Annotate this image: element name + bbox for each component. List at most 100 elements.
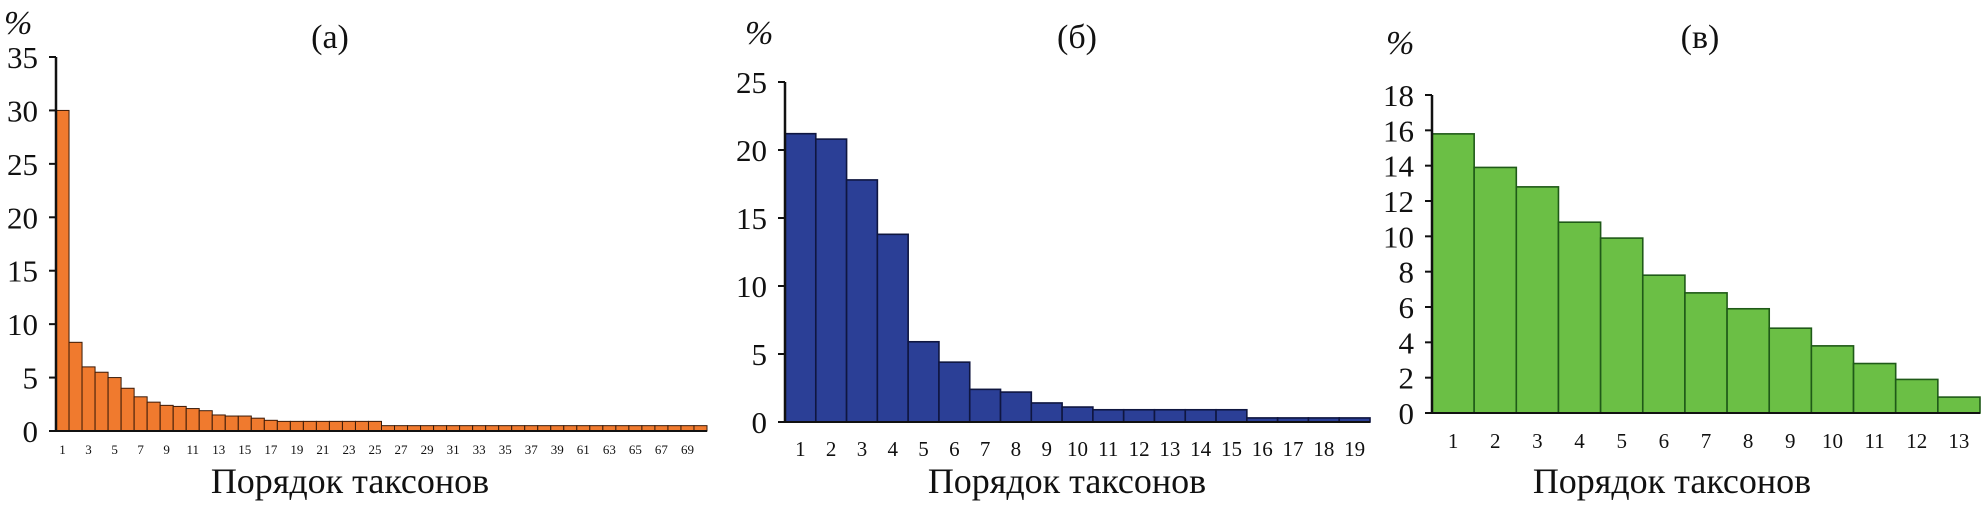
x-tick-label: 31: [447, 442, 460, 457]
y-tick-label: 15: [736, 201, 767, 236]
bar-14: [1184, 408, 1217, 423]
x-tick-label: 11: [186, 442, 199, 457]
bar-2: [814, 138, 848, 423]
y-tick-label: 8: [1399, 255, 1415, 290]
y-tick-label: 10: [7, 307, 38, 342]
x-tick-label: 39: [551, 442, 564, 457]
x-tick-label: 3: [85, 442, 92, 457]
bar-16: [250, 417, 265, 432]
y-tick-label: 2: [1399, 361, 1415, 396]
y-tick-label: 35: [7, 40, 38, 75]
y-tick-label: 30: [7, 93, 38, 128]
x-tick-label: 5: [1616, 429, 1627, 453]
bar-12: [1122, 408, 1156, 423]
x-tick-label: 19: [1344, 437, 1365, 461]
bar-21: [315, 420, 330, 432]
y-unit-label-c: %: [1386, 25, 1414, 62]
x-tick-label: 23: [342, 442, 355, 457]
y-tick-label: 20: [736, 133, 767, 168]
bar-5: [1599, 237, 1644, 414]
bar-15: [237, 415, 252, 432]
x-axis-title-b: Порядок таксонов: [928, 461, 1206, 501]
x-tick-label: 12: [1906, 429, 1927, 453]
bar-1: [55, 109, 70, 432]
x-tick-label: 12: [1129, 437, 1150, 461]
bar-12: [1894, 378, 1939, 414]
x-tick-label: 4: [888, 437, 899, 461]
bar-12: [198, 410, 213, 432]
bar-3: [845, 179, 879, 423]
x-ticks-c: 1 2 3 4 5 6 7 8 9 10 11 12 13: [1448, 429, 1970, 453]
x-tick-label: 9: [1041, 437, 1052, 461]
bar-19: [289, 420, 304, 432]
bar-1: [784, 132, 817, 423]
y-ticks-a: 0 5 10 15 20 25 30 35: [7, 40, 56, 449]
bar-2: [68, 341, 83, 432]
bar-11: [1092, 408, 1125, 423]
y-tick-label: 0: [1399, 396, 1415, 431]
y-unit-label-a: %: [4, 5, 32, 42]
x-tick-label: 1: [795, 437, 806, 461]
bar-9: [1030, 402, 1063, 423]
bar-11: [185, 408, 200, 432]
x-tick-label: 18: [1313, 437, 1334, 461]
bar-13: [1937, 396, 1981, 414]
bar-22: [328, 420, 343, 432]
bar-18: [276, 420, 291, 432]
x-tick-label: 3: [857, 437, 868, 461]
bar-10: [1061, 406, 1094, 423]
x-tick-label: 19: [290, 442, 303, 457]
y-tick-label: 15: [7, 254, 38, 289]
bar-7: [133, 396, 148, 432]
x-tick-label: 8: [1011, 437, 1022, 461]
y-tick-label: 5: [752, 337, 768, 372]
panel-label-a: (а): [311, 19, 349, 56]
bar-23: [341, 420, 356, 432]
x-axis-title-a: Порядок таксонов: [211, 461, 489, 501]
y-tick-label: 14: [1383, 149, 1415, 184]
bar-13: [1153, 408, 1187, 423]
bars-a: [55, 109, 708, 432]
x-tick-label: 67: [655, 442, 669, 457]
bar-7: [1684, 292, 1728, 414]
y-tick-label: 20: [7, 200, 38, 235]
x-tick-label: 3: [1532, 429, 1543, 453]
bar-1: [1431, 133, 1475, 414]
bars-b: [784, 132, 1371, 423]
x-ticks-b: 1 2 3 4 5 6 7 8 9 10 11 12 13 14 15 16 17 18 19: [795, 437, 1365, 461]
bar-13: [211, 414, 226, 432]
x-tick-label: 8: [1743, 429, 1754, 453]
x-tick-label: 5: [111, 442, 118, 457]
x-tick-label: 5: [918, 437, 929, 461]
bar-2: [1473, 166, 1518, 414]
x-tick-label: 6: [949, 437, 960, 461]
bar-7: [968, 388, 1002, 423]
bar-14: [224, 415, 239, 432]
x-tick-label: 2: [1490, 429, 1501, 453]
bar-4: [94, 371, 109, 432]
x-tick-label: 29: [421, 442, 434, 457]
x-tick-label: 11: [1098, 437, 1118, 461]
x-tick-label: 13: [1159, 437, 1180, 461]
x-tick-label: 14: [1190, 437, 1212, 461]
bar-8: [146, 401, 161, 432]
y-unit-label-b: %: [745, 15, 773, 52]
x-tick-label: 9: [1785, 429, 1796, 453]
y-tick-label: 0: [23, 414, 39, 449]
x-tick-label: 13: [212, 442, 225, 457]
y-ticks-b: 0 5 10 15 20 25: [736, 65, 785, 440]
x-tick-label: 35: [499, 442, 512, 457]
x-tick-label: 25: [368, 442, 381, 457]
panel-label-c: (в): [1681, 19, 1720, 56]
x-tick-label: 33: [473, 442, 486, 457]
bar-15: [1215, 408, 1248, 423]
x-tick-label: 10: [1822, 429, 1843, 453]
bar-8: [999, 391, 1033, 423]
y-tick-label: 12: [1383, 184, 1414, 219]
bar-8: [1726, 307, 1771, 414]
y-tick-label: 25: [736, 65, 767, 100]
